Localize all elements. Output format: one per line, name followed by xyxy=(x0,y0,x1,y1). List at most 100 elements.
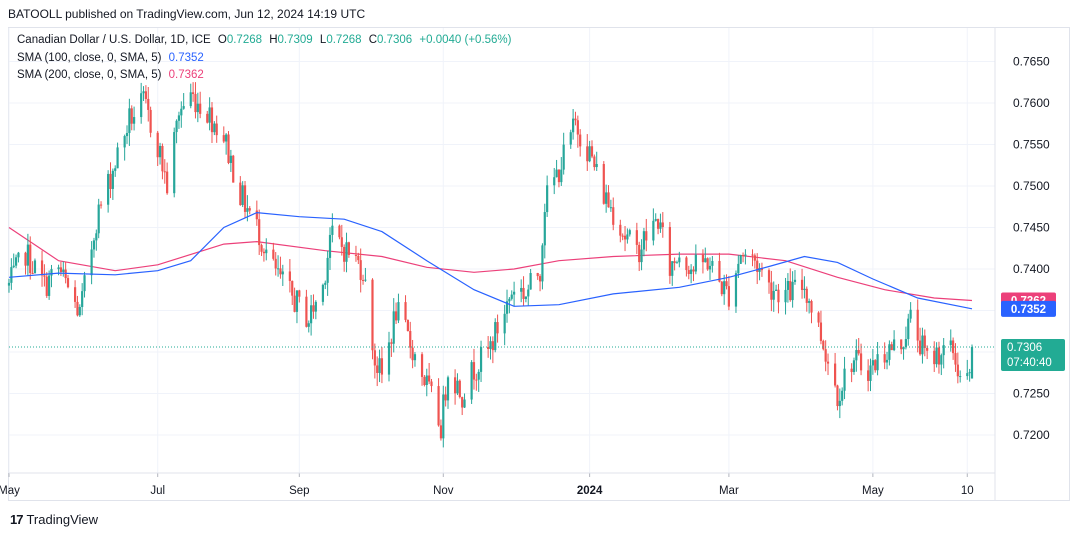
time-tick-label: Mar xyxy=(719,485,739,497)
sma100-price-badge-bg xyxy=(1001,300,1056,317)
candle-body xyxy=(444,394,447,401)
candle-body xyxy=(128,108,131,133)
candle-body xyxy=(99,204,103,206)
candle-body xyxy=(392,311,395,344)
price-axis[interactable]: 0.72000.72500.73000.73500.74000.74500.75… xyxy=(994,28,1050,500)
candle-body xyxy=(803,288,806,291)
candle-body xyxy=(390,342,393,344)
candle-body xyxy=(520,287,523,292)
candle-body xyxy=(822,340,825,350)
candle-body xyxy=(163,171,166,173)
candle-body xyxy=(805,288,808,303)
candle-body xyxy=(800,279,804,291)
legend-sma200[interactable]: SMA (200, close, 0, SMA, 5) 0.7362 xyxy=(17,69,208,81)
candle-body xyxy=(628,230,631,235)
price-tick-label: 0.7650 xyxy=(1013,55,1050,69)
candle-body xyxy=(586,146,589,162)
candle-body xyxy=(180,108,183,116)
candle-body xyxy=(14,257,18,266)
candle-body xyxy=(132,117,136,124)
candle-body xyxy=(685,257,688,271)
candle-body xyxy=(10,267,13,283)
candle-body xyxy=(125,132,129,137)
candle-body xyxy=(29,244,32,274)
time-tick-label: 10 xyxy=(961,485,974,497)
candle-body xyxy=(857,350,860,354)
candle-body xyxy=(541,245,544,282)
candle-body xyxy=(213,123,216,133)
time-axis[interactable]: May Jul Sep Nov 2024 Mar May 10 xyxy=(0,472,995,497)
tradingview-brand-label: TradingView xyxy=(26,512,99,527)
candle-body xyxy=(819,322,823,341)
candle-body xyxy=(475,379,478,381)
candle-body xyxy=(789,281,792,301)
candle-body xyxy=(437,386,440,426)
candle-body xyxy=(50,269,53,276)
sma100-layer xyxy=(8,211,973,310)
candle-body xyxy=(116,147,119,169)
candle-body xyxy=(673,261,676,264)
candle-body xyxy=(824,349,827,362)
candle-body xyxy=(161,145,164,172)
grid-lines xyxy=(8,28,995,473)
candle-body xyxy=(902,347,905,350)
candle-body xyxy=(841,390,844,401)
candle-body xyxy=(380,358,384,375)
candle-body xyxy=(671,261,674,276)
candle-body xyxy=(694,254,697,272)
candle-body xyxy=(909,309,912,319)
candle-body xyxy=(40,260,44,276)
candle-body xyxy=(918,340,922,355)
candle-body xyxy=(772,290,775,300)
candle-body xyxy=(652,220,655,241)
candle-body xyxy=(225,134,228,142)
candle-body xyxy=(194,94,197,113)
candles-layer xyxy=(7,82,974,448)
bar-countdown: 07:40:40 xyxy=(1007,357,1052,369)
legend-sma100[interactable]: SMA (100, close, 0, SMA, 5) 0.7352 xyxy=(17,52,208,64)
candle-body xyxy=(279,268,282,275)
candle-body xyxy=(949,340,952,346)
candle-body xyxy=(57,267,60,270)
candle-body xyxy=(505,301,509,314)
candle-body xyxy=(607,192,610,208)
candle-body xyxy=(272,249,275,259)
candle-body xyxy=(725,281,728,287)
time-tick-label: Jul xyxy=(150,485,165,497)
candle-body xyxy=(288,271,291,281)
candle-body xyxy=(741,255,745,257)
candle-body xyxy=(708,265,712,270)
candle-body xyxy=(147,98,150,110)
candle-body xyxy=(529,273,532,290)
candle-body xyxy=(553,177,556,186)
candle-body xyxy=(756,260,759,272)
candle-body xyxy=(458,380,461,398)
candle-body xyxy=(373,350,376,366)
candle-body xyxy=(248,208,251,211)
tradingview-brand[interactable]: 17 TradingView xyxy=(10,512,98,527)
candle-body xyxy=(95,233,98,241)
candle-body xyxy=(786,281,789,290)
candle-body xyxy=(883,354,886,363)
candle-body xyxy=(904,339,908,348)
candle-body xyxy=(692,269,695,272)
candle-body xyxy=(66,278,70,288)
candle-body xyxy=(83,275,86,292)
sma100-price-badge: 0.7352 xyxy=(1011,304,1046,316)
ohlc-open: O0.7268 xyxy=(217,34,263,46)
candle-body xyxy=(293,295,296,312)
candle-body xyxy=(73,287,77,302)
price-tick-label: 0.7400 xyxy=(1013,262,1050,276)
candle-body xyxy=(869,365,872,381)
candle-body xyxy=(590,146,594,157)
candle-body xyxy=(935,347,938,365)
candle-body xyxy=(463,399,466,408)
candle-body xyxy=(959,376,962,378)
candle-body xyxy=(208,107,211,123)
candle-body xyxy=(659,222,662,229)
candle-body xyxy=(78,306,81,316)
candle-body xyxy=(888,344,891,360)
candle-body xyxy=(968,372,971,374)
candle-body xyxy=(701,254,705,263)
